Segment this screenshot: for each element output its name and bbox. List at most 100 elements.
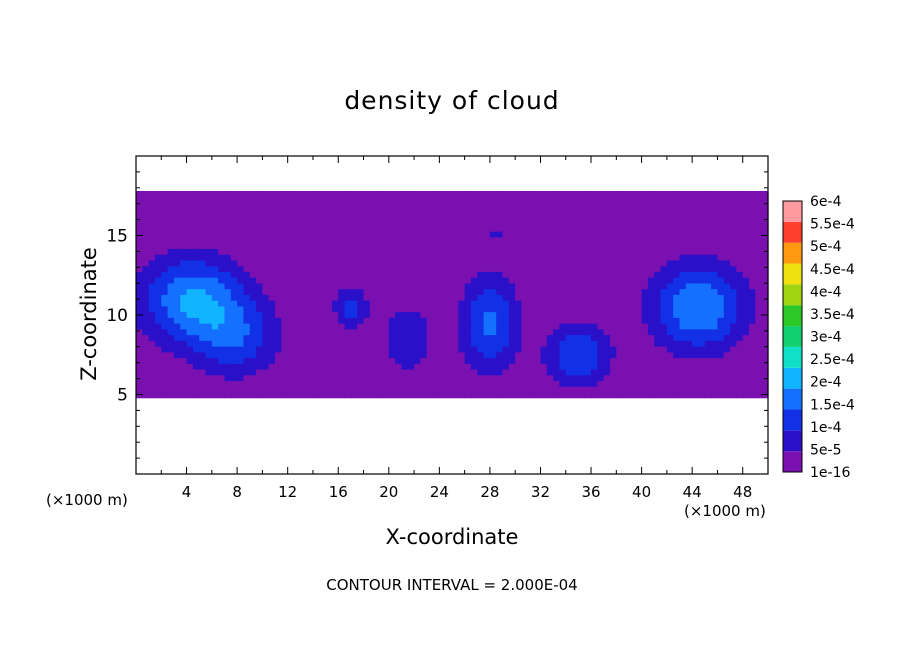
field-cell — [376, 300, 384, 307]
field-cell — [736, 380, 744, 387]
field-cell — [426, 288, 434, 295]
field-cell — [666, 271, 674, 278]
field-cell — [173, 386, 181, 393]
field-cell — [679, 305, 687, 313]
field-cell — [502, 328, 510, 336]
field-cell — [464, 311, 472, 318]
field-cell — [749, 317, 756, 324]
field-cell — [407, 271, 415, 278]
field-cell — [717, 294, 725, 301]
field-cell — [464, 282, 472, 290]
field-cell — [717, 196, 725, 204]
field-cell — [224, 351, 232, 359]
field-cell — [211, 271, 219, 278]
field-cell — [331, 225, 339, 232]
field-cell — [205, 277, 213, 284]
field-cell — [660, 311, 668, 318]
field-cell — [736, 351, 744, 359]
field-cell — [312, 265, 320, 272]
field-cell — [610, 208, 617, 215]
field-cell — [742, 259, 750, 267]
field-cell — [161, 311, 169, 318]
field-cell — [395, 328, 403, 336]
field-cell — [136, 386, 143, 393]
field-cell — [704, 213, 712, 221]
field-cell — [388, 282, 396, 290]
field-cell — [635, 323, 643, 330]
field-cell — [445, 317, 453, 324]
field-cell — [673, 368, 681, 376]
field-cell — [445, 328, 453, 336]
field-cell — [584, 334, 592, 341]
field-cell — [180, 391, 188, 399]
field-cell — [407, 300, 415, 307]
field-cell — [401, 374, 409, 382]
field-cell — [161, 208, 169, 215]
field-cell — [439, 380, 447, 387]
field-cell — [319, 357, 327, 364]
field-cell — [262, 248, 270, 255]
field-cell — [452, 202, 459, 209]
field-cell — [407, 265, 415, 272]
field-cell — [553, 190, 561, 198]
field-cell — [622, 300, 630, 307]
field-cell — [167, 259, 175, 267]
field-cell — [256, 242, 263, 249]
field-cell — [148, 282, 156, 290]
field-cell — [692, 259, 700, 267]
field-cell — [622, 242, 630, 249]
field-cell — [331, 219, 339, 227]
field-cell — [433, 248, 440, 255]
field-cell — [736, 231, 744, 238]
field-cell — [527, 202, 535, 209]
field-cell — [224, 265, 232, 272]
field-cell — [534, 236, 542, 244]
field-cell — [281, 311, 289, 318]
field-cell — [679, 265, 687, 272]
field-cell — [489, 213, 497, 221]
field-cell — [414, 380, 421, 387]
field-cell — [578, 380, 586, 387]
field-cell — [540, 386, 548, 393]
field-cell — [698, 202, 706, 209]
field-cell — [742, 277, 750, 284]
field-cell — [325, 357, 333, 364]
field-cell — [433, 231, 440, 238]
field-cell — [534, 363, 542, 370]
field-cell — [407, 328, 415, 336]
field-cell — [635, 225, 643, 232]
field-cell — [477, 363, 485, 370]
field-cell — [243, 294, 251, 301]
field-cell — [294, 391, 301, 399]
field-cell — [717, 386, 725, 393]
field-cell — [142, 374, 150, 382]
field-cell — [508, 300, 516, 307]
field-cell — [376, 317, 384, 324]
field-cell — [711, 196, 719, 204]
field-cell — [211, 231, 219, 238]
field-cell — [186, 374, 194, 382]
field-cell — [647, 346, 655, 353]
field-cell — [641, 300, 649, 307]
field-cell — [635, 363, 643, 370]
field-cell — [730, 323, 737, 330]
field-cell — [546, 311, 554, 318]
field-cell — [218, 190, 226, 198]
field-cell — [496, 259, 504, 267]
field-cell — [527, 231, 535, 238]
field-cell — [565, 259, 573, 267]
field-cell — [369, 236, 377, 244]
field-cell — [572, 259, 579, 267]
field-cell — [218, 225, 226, 232]
field-cell — [496, 190, 504, 198]
field-cell — [489, 196, 497, 204]
field-cell — [224, 259, 232, 267]
field-cell — [136, 294, 143, 301]
field-cell — [679, 190, 687, 198]
field-cell — [180, 288, 188, 295]
field-cell — [369, 231, 377, 238]
field-cell — [243, 248, 251, 255]
field-cell — [622, 202, 630, 209]
field-cell — [243, 334, 251, 341]
